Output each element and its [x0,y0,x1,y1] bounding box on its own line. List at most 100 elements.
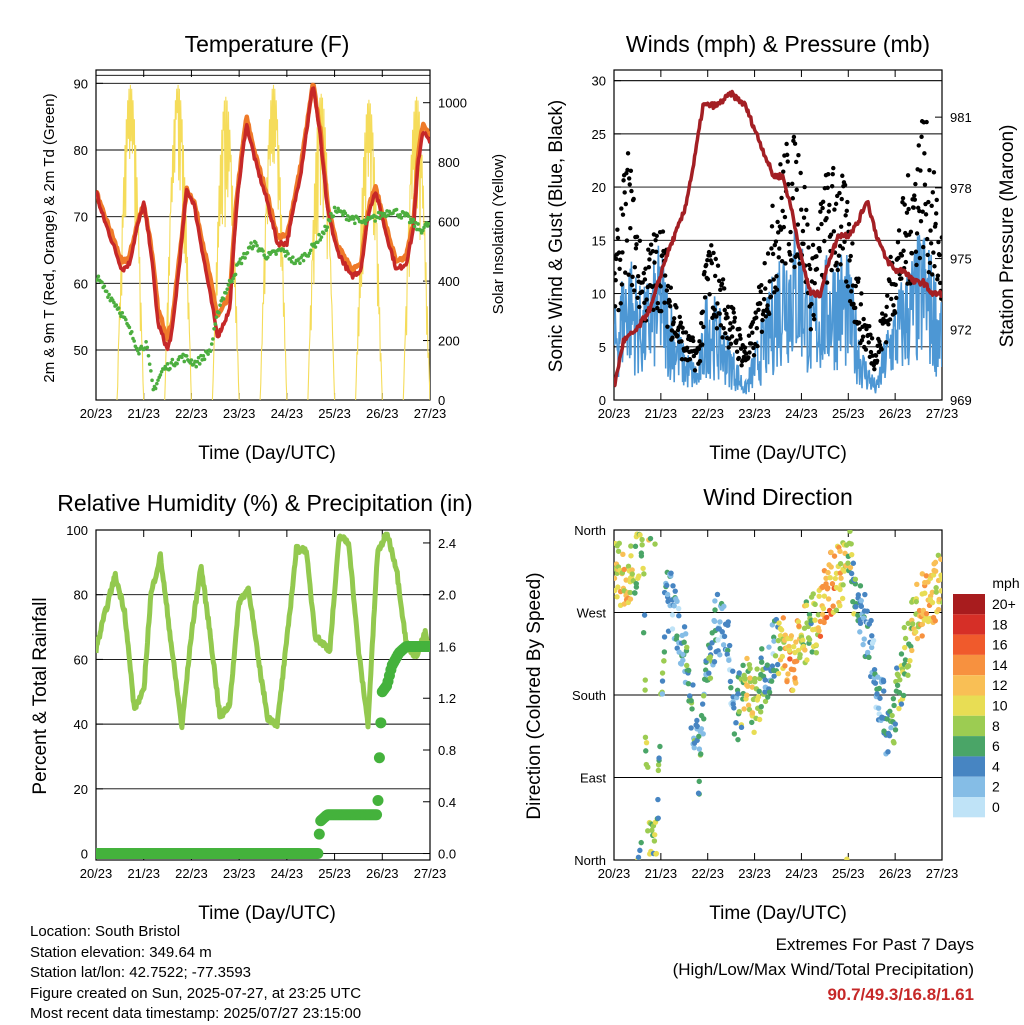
wind-direction-point [711,618,718,625]
gust-point [828,232,834,237]
colorbar-swatch [953,594,985,615]
gust-point [662,300,667,305]
dir-x-tick-label: 20/23 [598,866,631,881]
wind-direction-point [857,583,864,589]
gust-point [937,252,942,258]
gust-point [790,196,796,201]
gust-point [781,224,787,230]
gust-point [908,229,914,235]
dewpoint-point [317,232,321,237]
rh-y-tick-label: 80 [74,588,88,603]
sonic-wind-line [614,229,942,395]
wind-direction-point [919,621,926,627]
gust-point [629,282,635,288]
wind-x-tick-label: 22/23 [691,406,724,421]
gust-point [743,351,749,356]
temperature-plot-frame [95,69,431,401]
gust-point [763,314,769,319]
gust-point [790,181,795,187]
gust-point [871,363,876,368]
wind-direction-point [651,838,658,844]
gust-point [805,222,810,227]
precip-point [373,752,385,764]
wind-direction-point [896,689,903,696]
wind-direction-point [898,651,905,657]
gust-point [786,182,791,187]
dewpoint-point [398,212,402,217]
gust-point [824,280,830,285]
gust-point [734,349,740,354]
wind-direction-point [796,623,802,629]
gust-point [840,246,846,251]
wind-direction-point [712,598,718,604]
gust-point [904,210,910,215]
temp-y-tick-label: 60 [74,276,88,291]
gust-point [830,171,835,177]
dewpoint-point [217,310,221,315]
gust-point [679,357,685,362]
wind-direction-point [791,666,797,673]
wind-direction-point [838,575,844,581]
gust-point [746,333,752,338]
dir-y-tick-label: South [572,688,606,703]
gust-point [679,339,684,344]
gust-point [691,353,697,359]
precip-point [312,848,324,860]
dir-x-tick-label: 21/23 [645,866,678,881]
gust-point [909,251,915,256]
pressure-y-tick-label: 972 [950,322,972,337]
dewpoint-point [209,342,214,346]
dewpoint-point [211,337,215,341]
dewpoint-point [318,238,323,242]
colorbar-swatch [953,797,985,818]
wind-direction-point [653,851,659,857]
dewpoint-point [254,241,258,245]
dewpoint-point [208,349,213,353]
precip-y-tick-label: 0.4 [438,795,456,810]
colorbar-title: mph [992,575,1019,591]
dewpoint-point [145,345,150,350]
dewpoint-point [261,249,265,253]
gust-point [851,301,856,307]
dewpoint-point [147,362,152,366]
wind-direction-point [766,689,773,695]
wind-direction-point [790,687,796,693]
precip-y-tick-label: 0.8 [438,743,456,758]
wind-direction-point [765,694,771,700]
gust-point [847,258,852,263]
gust-point [765,303,770,308]
wind-direction-point [655,762,662,768]
gust-point [818,209,823,214]
gust-point [624,171,629,176]
gust-point [728,341,734,346]
dewpoint-point [239,261,244,266]
dir-y-tick-label: North [574,523,606,538]
gust-point [879,347,884,352]
gust-point [759,282,764,288]
humidity-title: Relative Humidity (%) & Precipitation (i… [57,490,472,516]
wind-y-tick-label: 25 [592,127,606,142]
dewpoint-point [106,295,110,300]
dewpoint-point [114,303,119,307]
solar-y-tick-label: 400 [438,274,460,289]
gust-point [621,178,626,183]
gust-point [732,319,737,324]
gust-point [895,240,901,245]
colorbar-swatch [953,776,985,797]
gust-point [674,305,679,310]
gust-point [722,286,727,291]
gust-point [894,295,899,301]
gust-point [716,278,722,283]
gust-point [754,325,760,331]
wind-direction-point [664,582,670,589]
solar-insolation-line [164,84,192,400]
wind-direction-point [827,575,833,581]
gust-point [671,320,676,325]
wind-direction-point [749,719,755,726]
wind-direction-point [857,620,864,627]
wind-direction-point [828,549,834,556]
gust-point [730,325,735,330]
gust-point [642,277,648,282]
gust-point [811,312,816,318]
